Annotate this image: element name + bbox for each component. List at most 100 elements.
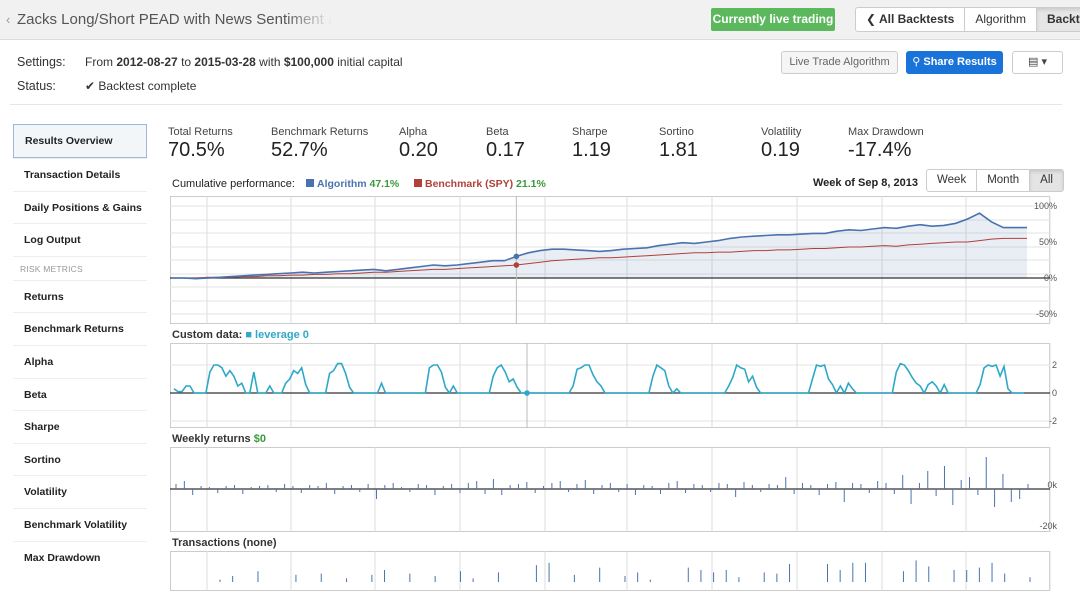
sidebar-item-benchmark-volatility[interactable]: Benchmark Volatility <box>13 507 147 541</box>
algorithm-line <box>172 212 1027 280</box>
calendar-icon: ▤ <box>1028 56 1039 68</box>
metric-benchmark-returns: Benchmark Returns 52.7% <box>271 126 368 162</box>
range-selector: Week Month All <box>926 169 1064 192</box>
benchmark-hover-point <box>513 262 520 268</box>
live-trading-badge[interactable]: Currently live trading <box>711 8 835 31</box>
live-trade-algorithm-button[interactable]: Live Trade Algorithm <box>781 51 898 74</box>
cumulative-performance-chart[interactable]: 100% 50% 0% -50% <box>170 196 1060 324</box>
metric-sortino: Sortino 1.81 <box>659 126 698 162</box>
metric-label: Alpha <box>399 126 428 138</box>
leverage-line <box>173 362 1024 395</box>
all-backtests-button[interactable]: ❮ All Backtests <box>856 8 966 31</box>
tab-backtest[interactable]: Backtest <box>1037 8 1080 31</box>
y-tick-label: 0 <box>1052 388 1057 398</box>
initial-capital: $100,000 <box>283 55 334 69</box>
sidebar-item-beta[interactable]: Beta <box>13 377 147 411</box>
settings-suffix: initial capital <box>333 55 403 69</box>
legend-benchmark[interactable]: Benchmark (SPY) 21.1% <box>414 178 546 190</box>
weekly-returns-label: Weekly returns $0 <box>172 433 266 445</box>
metric-value: 0.19 <box>761 139 800 161</box>
range-week-button[interactable]: Week <box>927 170 978 191</box>
view-switcher: ❮ All Backtests Algorithm Backtest <box>855 7 1080 32</box>
y-tick-label: -2 <box>1049 416 1057 426</box>
legend-benchmark-label: Benchmark (SPY) <box>425 178 514 190</box>
sidebar-item-alpha[interactable]: Alpha <box>13 344 147 378</box>
algorithm-title: Zacks Long/Short PEAD with News Sentimen… <box>17 11 332 28</box>
metric-label: Total Returns <box>168 126 233 138</box>
divider <box>10 104 1062 105</box>
chart-frame <box>170 551 1050 591</box>
chevron-left-icon[interactable]: ‹ <box>6 12 11 27</box>
y-tick-label: 0% <box>1044 273 1057 283</box>
weekly-returns-value: $0 <box>253 433 266 445</box>
weekly-returns-title: Weekly returns <box>172 433 251 445</box>
legend-algorithm-value: 47.1% <box>369 178 400 190</box>
algorithm-hover-point <box>513 253 520 260</box>
status-label: Status: <box>17 79 56 93</box>
metric-total-returns: Total Returns 70.5% <box>168 126 233 162</box>
settings-label: Settings: <box>17 55 66 69</box>
legend-benchmark-value: 21.1% <box>516 178 546 190</box>
share-results-button[interactable]: ⚲ Share Results <box>906 51 1003 74</box>
settings-to: to <box>177 55 195 69</box>
sidebar-item-max-drawdown[interactable]: Max Drawdown <box>13 540 147 574</box>
metric-value: 52.7% <box>271 139 328 161</box>
sidebar-item-log-output[interactable]: Log Output <box>13 223 147 256</box>
metric-value: -17.4% <box>848 139 912 161</box>
sidebar-item-transaction-details[interactable]: Transaction Details <box>13 158 147 191</box>
legend-algorithm[interactable]: Algorithm 47.1% <box>306 178 399 190</box>
status-row: Status: ✔ Backtest complete <box>17 79 196 93</box>
legend-swatch <box>306 179 314 187</box>
top-bar: ‹ Zacks Long/Short PEAD with News Sentim… <box>0 0 1080 40</box>
y-tick-label: 2 <box>1052 360 1057 370</box>
metric-label: Volatility <box>761 126 802 138</box>
benchmark-line <box>172 237 1027 279</box>
y-tick-label: -20k <box>1039 521 1057 531</box>
legend-swatch <box>414 179 422 187</box>
leverage-hover-point <box>524 390 530 396</box>
calendar-dropdown-button[interactable]: ▤ ▾ <box>1012 51 1063 74</box>
sidebar: Results Overview Transaction Details Dai… <box>13 124 147 573</box>
range-month-button[interactable]: Month <box>977 170 1031 191</box>
chevron-left-icon: ❮ <box>866 12 879 26</box>
custom-data-label: Custom data: ■ leverage 0 <box>172 329 309 341</box>
y-tick-label: 50% <box>1039 237 1057 247</box>
custom-data-chart[interactable]: 2 0 -2 <box>170 343 1060 428</box>
legend-leverage[interactable]: ■ leverage 0 <box>245 329 309 341</box>
end-date: 2015-03-28 <box>194 55 256 69</box>
legend-leverage-label: leverage <box>255 329 300 341</box>
metric-beta: Beta 0.17 <box>486 126 525 162</box>
sidebar-item-sortino[interactable]: Sortino <box>13 442 147 476</box>
metric-label: Sharpe <box>572 126 608 138</box>
all-backtests-label: All Backtests <box>878 12 955 26</box>
status-value: Backtest complete <box>98 79 197 93</box>
metric-alpha: Alpha 0.20 <box>399 126 438 162</box>
transactions-chart[interactable] <box>170 551 1060 591</box>
metric-value: 70.5% <box>168 139 225 161</box>
cumulative-performance-label: Cumulative performance: <box>172 178 295 190</box>
metric-value: 0.20 <box>399 139 438 161</box>
caret-down-icon: ▾ <box>1041 56 1047 68</box>
sidebar-item-daily-positions[interactable]: Daily Positions & Gains <box>13 190 147 224</box>
y-tick-label: 0k <box>1047 480 1057 490</box>
tab-algorithm[interactable]: Algorithm <box>965 8 1038 31</box>
risk-metrics-heading: RISK METRICS <box>13 255 147 280</box>
checkmark-icon: ✔ <box>85 79 99 93</box>
metric-max-drawdown: Max Drawdown -17.4% <box>848 126 924 162</box>
sidebar-item-volatility[interactable]: Volatility <box>13 475 147 508</box>
sidebar-item-sharpe[interactable]: Sharpe <box>13 410 147 443</box>
settings-with: with <box>255 55 284 69</box>
comment-icon: ⚲ <box>912 56 924 68</box>
metric-sharpe: Sharpe 1.19 <box>572 126 611 162</box>
range-all-button[interactable]: All <box>1030 170 1063 191</box>
custom-data-title: Custom data: <box>172 329 243 341</box>
metric-label: Benchmark Returns <box>271 126 369 138</box>
sidebar-item-results-overview[interactable]: Results Overview <box>13 124 147 158</box>
sidebar-item-benchmark-returns[interactable]: Benchmark Returns <box>13 312 147 345</box>
metric-label: Sortino <box>659 126 694 138</box>
settings-prefix: From <box>85 55 117 69</box>
algorithm-area <box>172 213 1027 279</box>
weekly-returns-chart[interactable]: 0k -20k <box>170 447 1060 532</box>
sidebar-item-returns[interactable]: Returns <box>13 279 147 313</box>
settings-row: Settings: From 2012-08-27 to 2015-03-28 w… <box>17 55 403 69</box>
